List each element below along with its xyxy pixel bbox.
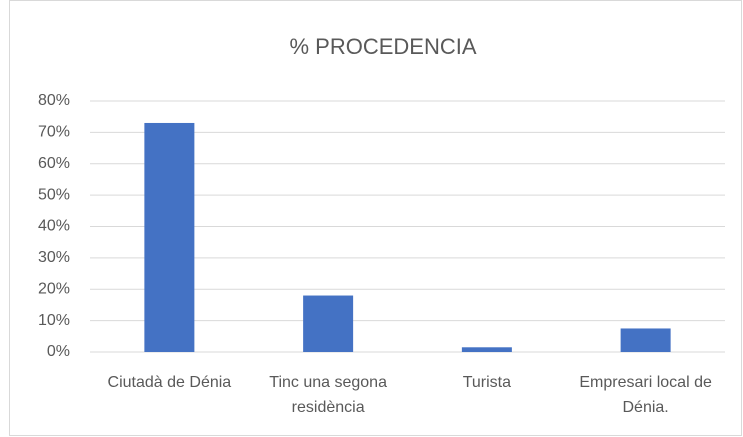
x-tick-label: Empresari local de Dénia. (579, 374, 712, 416)
bar (461, 347, 512, 352)
chart-title: % PROCEDENCIA (289, 34, 476, 59)
x-tick-label: Tinc una segona residència (269, 374, 387, 416)
x-tick-label: Turista (462, 374, 512, 391)
bar (303, 295, 354, 352)
x-tick-label: Ciutadà de Dénia (107, 374, 232, 391)
y-tick-label: 20% (38, 280, 70, 297)
y-tick-label: 10% (38, 312, 70, 329)
y-tick-label: 0% (47, 343, 70, 360)
y-tick-label: 60% (38, 155, 70, 172)
y-tick-label: 80% (38, 92, 70, 109)
bar (144, 122, 195, 353)
chart-border (9, 0, 742, 436)
y-tick-label: 50% (38, 186, 70, 203)
bar (620, 328, 671, 352)
y-tick-label: 30% (38, 249, 70, 266)
y-tick-label: 70% (38, 124, 70, 141)
y-tick-label: 40% (38, 218, 70, 235)
